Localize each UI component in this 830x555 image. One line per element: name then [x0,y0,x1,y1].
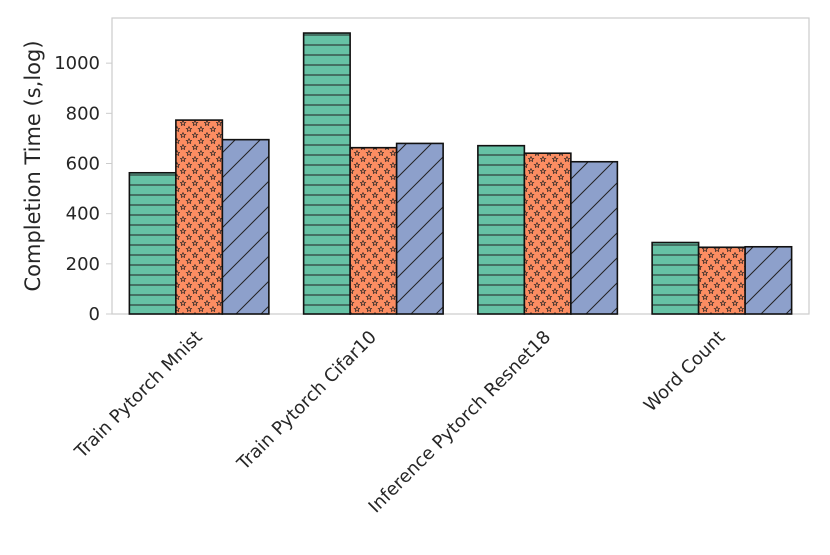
bar-hatch [175,119,224,315]
y-tick-label: 0 [89,304,100,325]
bar-hatch [744,245,793,315]
y-tick-label: 400 [66,204,100,225]
y-tick-label: 800 [66,103,100,124]
bar-hatch [395,142,444,315]
bar-hatch [128,171,177,315]
x-category-label: Train Pytorch Mnist [70,327,206,463]
bar-hatch [697,246,746,315]
bar-hatch [523,152,572,315]
y-tick-label: 200 [66,254,100,275]
bar-hatch [570,160,619,315]
y-axis-ticks: 0 200 400 600 800 1000 [54,53,112,325]
bar-hatch [221,138,270,315]
y-tick-label: 600 [66,153,100,174]
x-category-label: Inference Pytorch Resnet18 [365,327,556,518]
bar-hatch [302,32,351,315]
y-axis-label: Completion Time (s,log) [21,40,45,291]
bars [128,32,793,315]
bar-hatch [477,144,526,315]
y-tick-label: 1000 [54,53,100,74]
bar-hatch [651,241,700,315]
x-axis-categories: Train Pytorch Mnist Train Pytorch Cifar10… [70,327,729,518]
x-category-label: Word Count [640,327,729,416]
bar-hatch [349,146,398,315]
plot-frame [111,17,810,315]
x-category-label: Train Pytorch Cifar10 [233,327,381,475]
